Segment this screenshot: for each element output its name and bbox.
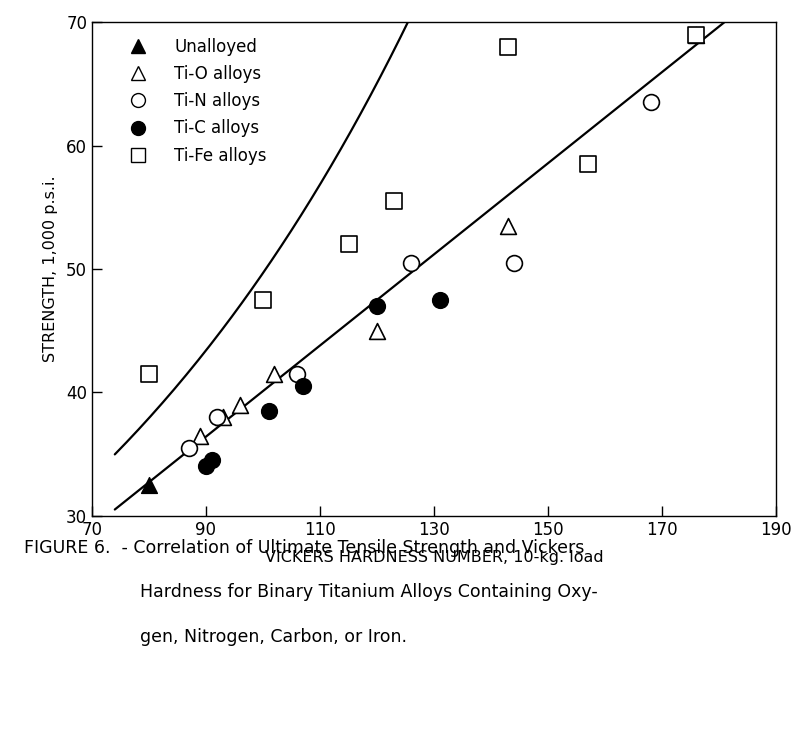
Point — [291, 368, 304, 380]
Point — [211, 411, 224, 423]
Point — [268, 368, 281, 380]
Point — [262, 405, 275, 417]
Point — [582, 158, 594, 170]
Point — [370, 300, 383, 312]
Point — [644, 96, 657, 108]
Point — [297, 380, 310, 392]
Text: FIGURE 6.  - Correlation of Ultimate Tensile Strength and Vickers: FIGURE 6. - Correlation of Ultimate Tens… — [24, 539, 584, 556]
Point — [507, 257, 520, 269]
Point — [434, 294, 446, 306]
Point — [502, 220, 514, 232]
Point — [690, 29, 702, 41]
Y-axis label: STRENGTH, 1,000 p.s.i.: STRENGTH, 1,000 p.s.i. — [42, 176, 58, 362]
Point — [206, 454, 218, 466]
Point — [142, 368, 155, 380]
Point — [405, 257, 418, 269]
Point — [690, 29, 702, 41]
Legend: Unalloyed, Ti-O alloys, Ti-N alloys, Ti-C alloys, Ti-Fe alloys: Unalloyed, Ti-O alloys, Ti-N alloys, Ti-… — [121, 38, 266, 165]
Point — [142, 479, 155, 490]
Point — [194, 430, 206, 441]
X-axis label: VICKERS HARDNESS NUMBER, 10-kg. load: VICKERS HARDNESS NUMBER, 10-kg. load — [265, 550, 603, 565]
Point — [257, 294, 270, 306]
Point — [234, 398, 246, 410]
Text: Hardness for Binary Titanium Alloys Containing Oxy-: Hardness for Binary Titanium Alloys Cont… — [140, 583, 598, 601]
Point — [388, 195, 401, 207]
Text: gen, Nitrogen, Carbon, or Iron.: gen, Nitrogen, Carbon, or Iron. — [140, 628, 407, 646]
Point — [182, 442, 195, 454]
Point — [200, 460, 213, 472]
Point — [342, 238, 355, 250]
Point — [370, 325, 383, 337]
Point — [502, 41, 514, 53]
Point — [217, 411, 230, 423]
